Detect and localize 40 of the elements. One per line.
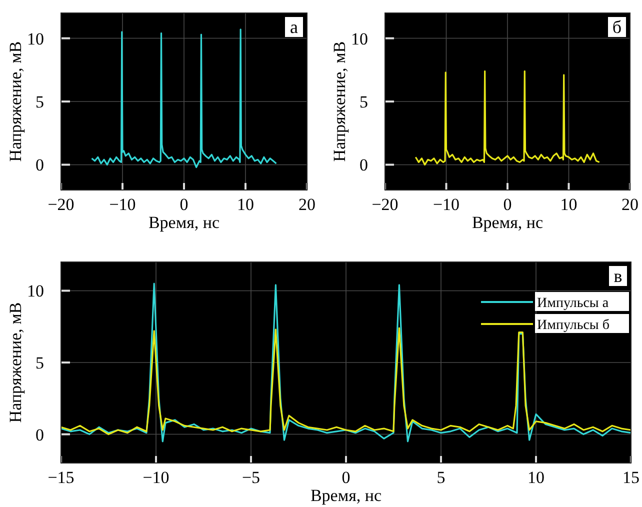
x-tick-label: 0 [503,195,512,214]
x-tick-label: 10 [528,468,544,487]
line-series [60,282,632,442]
x-tick-label: 0 [180,195,188,214]
x-tick-label: 15 [622,468,640,487]
y-axis-title: Напряжение, мВ [330,41,349,162]
y-tick-label: 5 [36,354,44,372]
annotation: а [290,17,298,37]
line-series [90,28,278,168]
line-series [414,70,600,166]
annotation: в [614,266,622,286]
x-tick-label: −15 [48,468,74,487]
y-axis-title: Напряжение, мВ [6,302,25,423]
y-tick-label: 0 [36,425,44,444]
y-tick-label: 0 [36,156,44,175]
x-tick-label: 10 [560,195,578,214]
x-tick-label: −10 [142,468,170,487]
y-tick-label: 10 [27,29,44,48]
x-tick-label: 20 [622,195,638,214]
x-axis-title: Время, нс [148,213,220,232]
x-tick-label: −20 [372,195,398,214]
x-tick-label: 20 [298,195,316,214]
x-tick-label: −5 [242,468,260,487]
x-axis-title: Время, нс [310,486,382,505]
y-tick-label: 10 [351,29,368,48]
y-tick-label: 5 [36,92,44,112]
x-tick-label: −10 [432,195,460,214]
x-tick-label: 5 [436,468,446,487]
y-axis-title: Напряжение, мВ [6,41,25,162]
x-tick-label: −10 [109,195,136,214]
x-tick-label: −20 [48,195,74,214]
x-axis-title: Время, нс [472,213,544,232]
y-tick-label: 0 [360,156,368,175]
legend-label: Импульсы а [537,296,610,311]
legend-label: Импульсы б [537,318,610,333]
y-tick-label: 5 [360,92,368,112]
annotation: б [612,17,622,37]
x-tick-label: 10 [237,195,254,214]
y-tick-label: 10 [27,282,44,301]
x-tick-label: 0 [342,468,350,487]
